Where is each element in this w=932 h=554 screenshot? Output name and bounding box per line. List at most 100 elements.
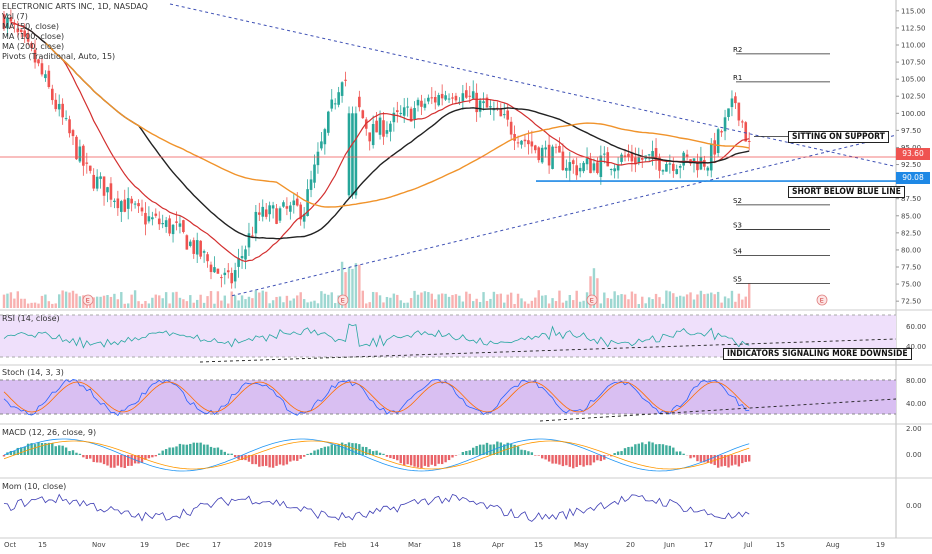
volume-bar bbox=[165, 292, 167, 308]
macd-histogram-bar bbox=[455, 455, 457, 456]
macd-histogram-bar bbox=[300, 455, 302, 459]
candle-body bbox=[203, 251, 206, 253]
momentum-line bbox=[4, 495, 749, 522]
candle-body bbox=[489, 106, 492, 107]
volume-bar bbox=[724, 296, 726, 308]
candle-body bbox=[707, 168, 710, 171]
macd-histogram-bar bbox=[313, 451, 315, 455]
macd-histogram-bar bbox=[58, 445, 60, 455]
candle-body bbox=[110, 183, 113, 199]
time-axis-label: Mar bbox=[408, 541, 421, 549]
macd-label: MACD (12, 26, close, 9) bbox=[2, 428, 96, 437]
macd-histogram-bar bbox=[731, 455, 733, 466]
candle-body bbox=[517, 142, 520, 143]
volume-bar bbox=[265, 292, 267, 308]
macd-histogram-bar bbox=[558, 455, 560, 465]
volume-bar bbox=[610, 299, 612, 308]
volume-bar bbox=[676, 297, 678, 308]
candle-body bbox=[748, 141, 751, 142]
volume-bar bbox=[206, 296, 208, 308]
candle-body bbox=[617, 165, 620, 171]
volume-bar bbox=[403, 303, 405, 308]
volume-bar bbox=[462, 302, 464, 308]
candle-body bbox=[520, 141, 523, 145]
macd-histogram-bar bbox=[103, 455, 105, 464]
macd-histogram-bar bbox=[693, 455, 695, 457]
macd-histogram-bar bbox=[710, 455, 712, 464]
volume-bar bbox=[182, 299, 184, 308]
macd-histogram-bar bbox=[620, 451, 622, 455]
volume-bar bbox=[199, 295, 201, 308]
candle-body bbox=[289, 205, 292, 211]
macd-histogram-bar bbox=[562, 455, 564, 466]
candle-body bbox=[186, 235, 189, 249]
macd-histogram-bar bbox=[396, 455, 398, 460]
candle-body bbox=[727, 108, 730, 117]
volume-bar bbox=[707, 294, 709, 308]
candle-body bbox=[362, 110, 365, 118]
candle-body bbox=[44, 74, 47, 78]
macd-histogram-bar bbox=[37, 442, 39, 455]
earnings-marker-label: E bbox=[590, 297, 594, 305]
candle-body bbox=[99, 176, 102, 179]
price-tick-label: 112.50 bbox=[901, 24, 926, 32]
volume-bar bbox=[48, 301, 50, 308]
legend-ma200: MA (200, close) bbox=[2, 42, 148, 52]
macd-histogram-bar bbox=[596, 455, 598, 460]
pivot-label: R2 bbox=[733, 46, 742, 54]
earnings-marker-label: E bbox=[86, 297, 90, 305]
volume-bar bbox=[310, 302, 312, 308]
volume-bar bbox=[306, 302, 308, 308]
volume-bar bbox=[544, 295, 546, 308]
macd-histogram-bar bbox=[331, 444, 333, 455]
mom-axis-label: 0.00 bbox=[906, 502, 922, 510]
candle-body bbox=[679, 166, 682, 168]
macd-histogram-bar bbox=[141, 455, 143, 463]
volume-bar bbox=[61, 290, 63, 308]
volume-bar bbox=[645, 303, 647, 308]
macd-histogram-bar bbox=[196, 443, 198, 455]
macd-histogram-bar bbox=[527, 451, 529, 455]
macd-histogram-bar bbox=[696, 455, 698, 461]
volume-bar bbox=[648, 297, 650, 308]
volume-bar bbox=[641, 297, 643, 308]
candle-body bbox=[572, 160, 575, 164]
macd-histogram-bar bbox=[286, 455, 288, 464]
price-tick-label: 85.00 bbox=[901, 212, 921, 220]
macd-histogram-bar bbox=[265, 455, 267, 466]
candle-body bbox=[230, 273, 233, 283]
candle-body bbox=[179, 223, 182, 226]
candle-body bbox=[537, 147, 540, 160]
candle-body bbox=[403, 107, 406, 115]
volume-bar bbox=[607, 298, 609, 308]
candle-body bbox=[341, 82, 344, 96]
volume-bar bbox=[51, 304, 53, 308]
annotation-indicators: INDICATORS SIGNALING MORE DOWNSIDE bbox=[723, 348, 912, 360]
candle-body bbox=[175, 221, 178, 222]
macd-histogram-bar bbox=[251, 455, 253, 464]
macd-histogram-bar bbox=[379, 453, 381, 455]
candle-body bbox=[213, 267, 216, 272]
macd-histogram-bar bbox=[462, 452, 464, 455]
macd-histogram-bar bbox=[658, 444, 660, 455]
macd-histogram-bar bbox=[51, 443, 53, 455]
macd-histogram-bar bbox=[434, 455, 436, 466]
candle-body bbox=[79, 147, 82, 162]
volume-bar bbox=[234, 295, 236, 308]
macd-histogram-bar bbox=[113, 455, 115, 468]
candle-body bbox=[255, 212, 258, 233]
volume-bar bbox=[148, 303, 150, 308]
candle-body bbox=[448, 99, 451, 100]
volume-bar bbox=[727, 298, 729, 308]
volume-bar bbox=[189, 295, 191, 308]
volume-bar bbox=[272, 300, 274, 308]
volume-bar bbox=[572, 300, 574, 308]
volume-bar bbox=[620, 294, 622, 308]
candle-body bbox=[224, 273, 227, 275]
macd-histogram-bar bbox=[365, 447, 367, 455]
volume-bar bbox=[455, 294, 457, 308]
macd-histogram-bar bbox=[72, 450, 74, 455]
macd-histogram-bar bbox=[745, 455, 747, 462]
candle-body bbox=[534, 145, 537, 150]
macd-histogram-bar bbox=[372, 451, 374, 455]
